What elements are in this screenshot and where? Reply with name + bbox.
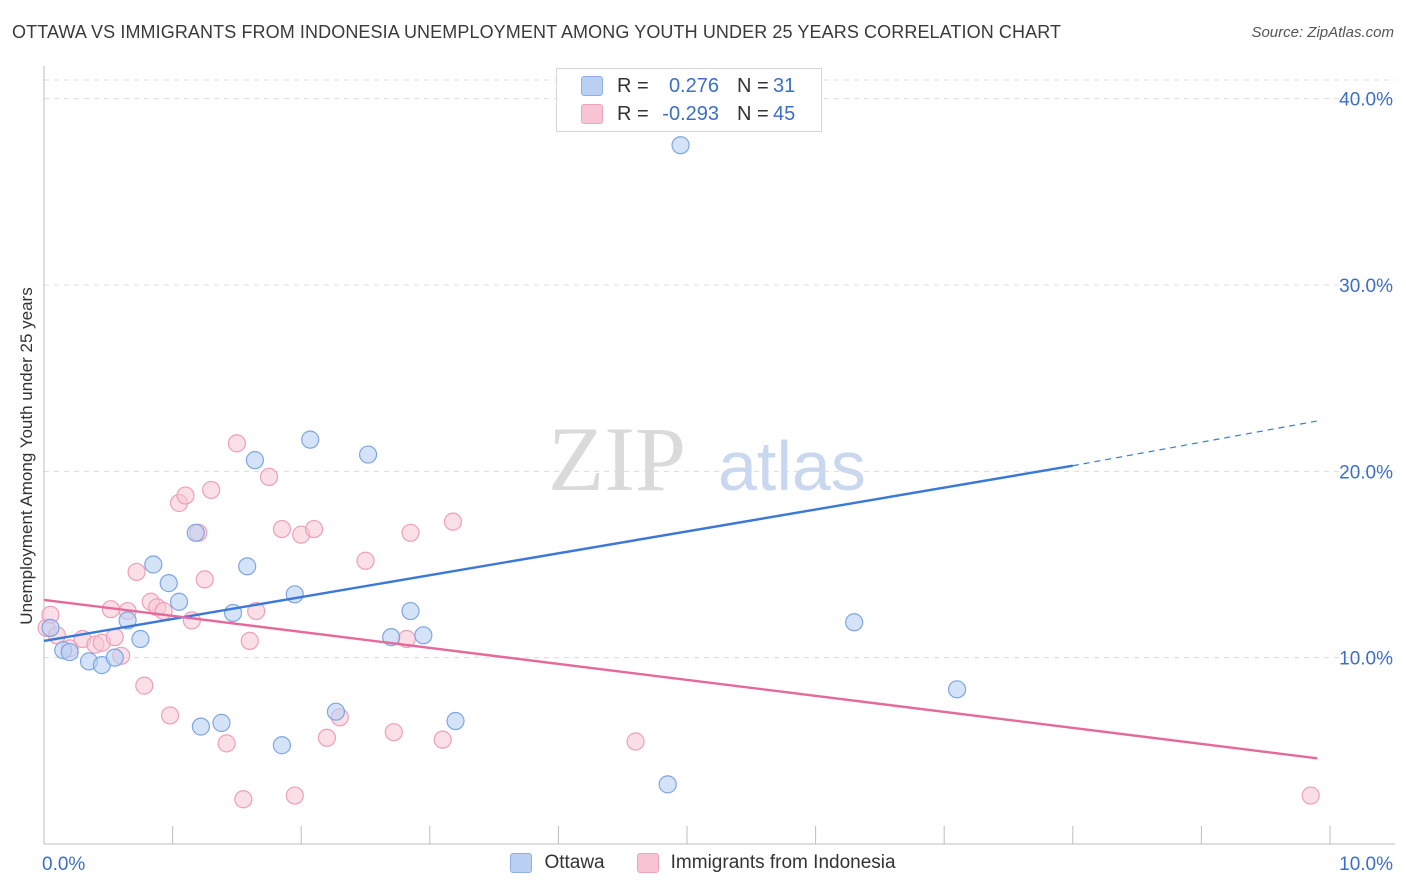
data-point-indonesia: [356, 551, 375, 570]
data-point-ottawa: [326, 702, 346, 721]
data-point-indonesia: [247, 601, 266, 621]
correlation-legend: R = 0.276 N = 31 R = -0.293 N = 45: [556, 68, 822, 132]
data-point-indonesia: [176, 486, 195, 505]
trend-line-ottawa-extension: [1072, 420, 1318, 467]
data-point-ottawa: [947, 680, 967, 699]
data-point-ottawa: [169, 592, 189, 611]
axes: [43, 66, 1395, 845]
legend-n-label: N =: [737, 74, 769, 97]
legend-swatch-ottawa: [510, 853, 533, 873]
x-tick-label: 10.0%: [1339, 854, 1393, 875]
legend-n-value: 31: [773, 74, 796, 97]
chart-title: OTTAWA VS IMMIGRANTS FROM INDONESIA UNEM…: [12, 22, 1062, 42]
data-point-indonesia: [217, 734, 236, 753]
legend-item-ottawa[interactable]: Ottawa: [510, 852, 605, 874]
y-tick-label: 40.0%: [1339, 90, 1393, 111]
data-point-indonesia: [1301, 786, 1320, 805]
data-point-ottawa: [131, 629, 150, 649]
data-point-indonesia: [154, 601, 173, 621]
data-point-indonesia: [240, 631, 259, 650]
data-point-indonesia: [234, 790, 253, 809]
data-point-ottawa: [272, 736, 292, 755]
data-point-ottawa: [118, 611, 137, 630]
trend-line-indonesia: [43, 598, 1318, 760]
data-point-ottawa: [414, 626, 433, 645]
watermark: ZIP atlas: [548, 408, 866, 510]
legend-label-indonesia: Immigrants from Indonesia: [670, 852, 896, 873]
series-legend: Ottawa Immigrants from Indonesia: [0, 852, 1406, 874]
data-point-ottawa: [845, 613, 864, 632]
y-axis-label: Unemployment Among Youth under 25 years: [17, 287, 36, 624]
legend-r-label: R =: [617, 102, 649, 125]
y-tick-label: 20.0%: [1339, 462, 1393, 483]
data-point-indonesia: [160, 706, 180, 725]
data-point-indonesia: [127, 562, 146, 582]
data-point-ottawa: [144, 555, 163, 574]
series-ottawa-points: [41, 100, 967, 794]
data-point-indonesia: [443, 512, 463, 531]
data-point-ottawa: [358, 445, 378, 464]
data-point-indonesia: [195, 570, 214, 589]
data-point-indonesia: [626, 732, 645, 751]
y-tick-label: 30.0%: [1339, 276, 1393, 297]
data-point-ottawa: [446, 711, 465, 731]
data-point-indonesia: [227, 434, 246, 453]
legend-row-ottawa: R = 0.276 N = 31: [581, 73, 795, 99]
trend-line-ottawa: [43, 464, 1074, 643]
data-point-ottawa: [60, 642, 79, 662]
legend-n-value: 45: [773, 102, 796, 125]
legend-item-indonesia[interactable]: Immigrants from Indonesia: [636, 852, 896, 874]
data-point-ottawa: [245, 451, 265, 470]
legend-swatch-blue: [581, 76, 603, 96]
data-point-ottawa: [105, 648, 124, 667]
legend-r-value: 0.276: [668, 74, 719, 97]
watermark-atlas: atlas: [718, 427, 866, 505]
data-point-ottawa: [658, 775, 677, 794]
data-point-ottawa: [238, 557, 257, 576]
legend-label-ottawa: Ottawa: [544, 852, 605, 873]
legend-swatch-indonesia: [636, 853, 659, 873]
legend-row-indonesia: R = -0.293 N = 45: [581, 101, 795, 127]
legend-swatch-pink: [581, 104, 603, 124]
trend-lines: [43, 420, 1318, 760]
y-tick-label: 10.0%: [1339, 649, 1393, 670]
source-credit: Source: ZipAtlas.com: [1251, 24, 1394, 41]
legend-r-value: -0.293: [662, 102, 719, 125]
data-point-indonesia: [259, 467, 279, 487]
data-point-ottawa: [41, 618, 60, 637]
data-point-indonesia: [272, 519, 292, 539]
data-point-indonesia: [401, 523, 420, 542]
watermark-zip: ZIP: [548, 408, 686, 510]
data-point-indonesia: [304, 519, 324, 539]
data-point-indonesia: [105, 628, 124, 647]
data-point-indonesia: [285, 786, 304, 805]
data-point-ottawa: [212, 713, 231, 732]
data-point-ottawa: [301, 430, 320, 449]
data-point-indonesia: [433, 730, 452, 749]
tick-labels: 10.0% 20.0% 30.0% 40.0% 0.0% 10.0%: [42, 90, 1393, 875]
data-point-ottawa: [401, 601, 420, 621]
legend-n-label: N =: [737, 102, 769, 125]
data-point-indonesia: [384, 723, 403, 742]
x-tick-label: 0.0%: [42, 854, 85, 875]
data-point-ottawa: [671, 136, 690, 155]
data-point-ottawa: [186, 523, 205, 542]
data-point-indonesia: [202, 480, 221, 500]
legend-r-label: R =: [617, 74, 649, 97]
data-point-ottawa: [191, 717, 210, 736]
data-point-ottawa: [159, 574, 178, 593]
data-point-indonesia: [135, 676, 154, 695]
data-point-indonesia: [317, 728, 337, 747]
